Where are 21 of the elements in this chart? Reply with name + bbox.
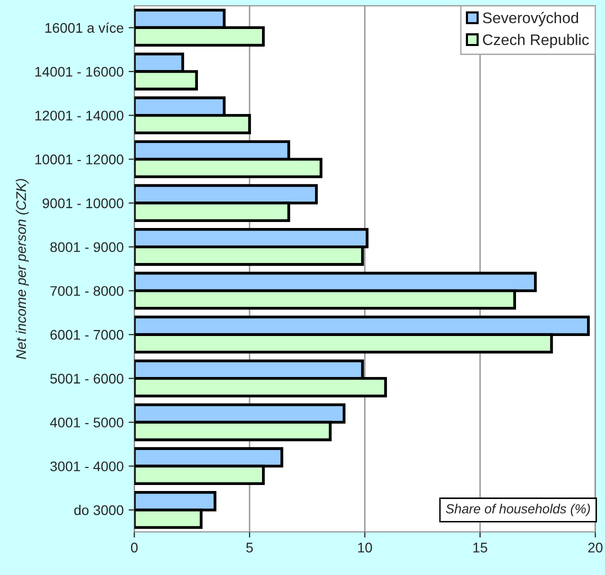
y-tick-label: 4001 - 5000 <box>50 418 124 428</box>
y-tick-label: 8001 - 9000 <box>50 242 124 252</box>
y-tick-label: 14001 - 16000 <box>35 66 124 77</box>
y-tick-label: 9001 - 10000 <box>42 198 124 208</box>
y-tick-label: do 3000 <box>74 504 124 516</box>
x-tick-label: 15 <box>473 542 488 552</box>
x-tick-label: 5 <box>246 542 253 552</box>
x-tick-label: 10 <box>358 542 372 552</box>
y-tick-label: 10001 - 12000 <box>35 154 124 164</box>
y-tick-label: 12001 - 14000 <box>35 110 124 121</box>
y-tick-label: 3001 - 4000 <box>50 461 124 472</box>
x-tick-label: 20 <box>588 542 602 552</box>
x-tick-label: 0 <box>130 542 138 552</box>
y-tick-label: 16001 a více <box>45 22 124 33</box>
y-tick-label: 6001 - 7000 <box>50 330 124 340</box>
y-axis-title: Net income per person (CZK) <box>16 178 29 360</box>
annotation: Share of households (%) <box>446 504 590 516</box>
legend-label: Severovýchod <box>482 12 578 26</box>
legend-label: Czech Republic <box>482 34 589 48</box>
y-tick-label: 7001 - 8000 <box>50 286 124 296</box>
y-tick-label: 5001 - 6000 <box>50 374 124 384</box>
